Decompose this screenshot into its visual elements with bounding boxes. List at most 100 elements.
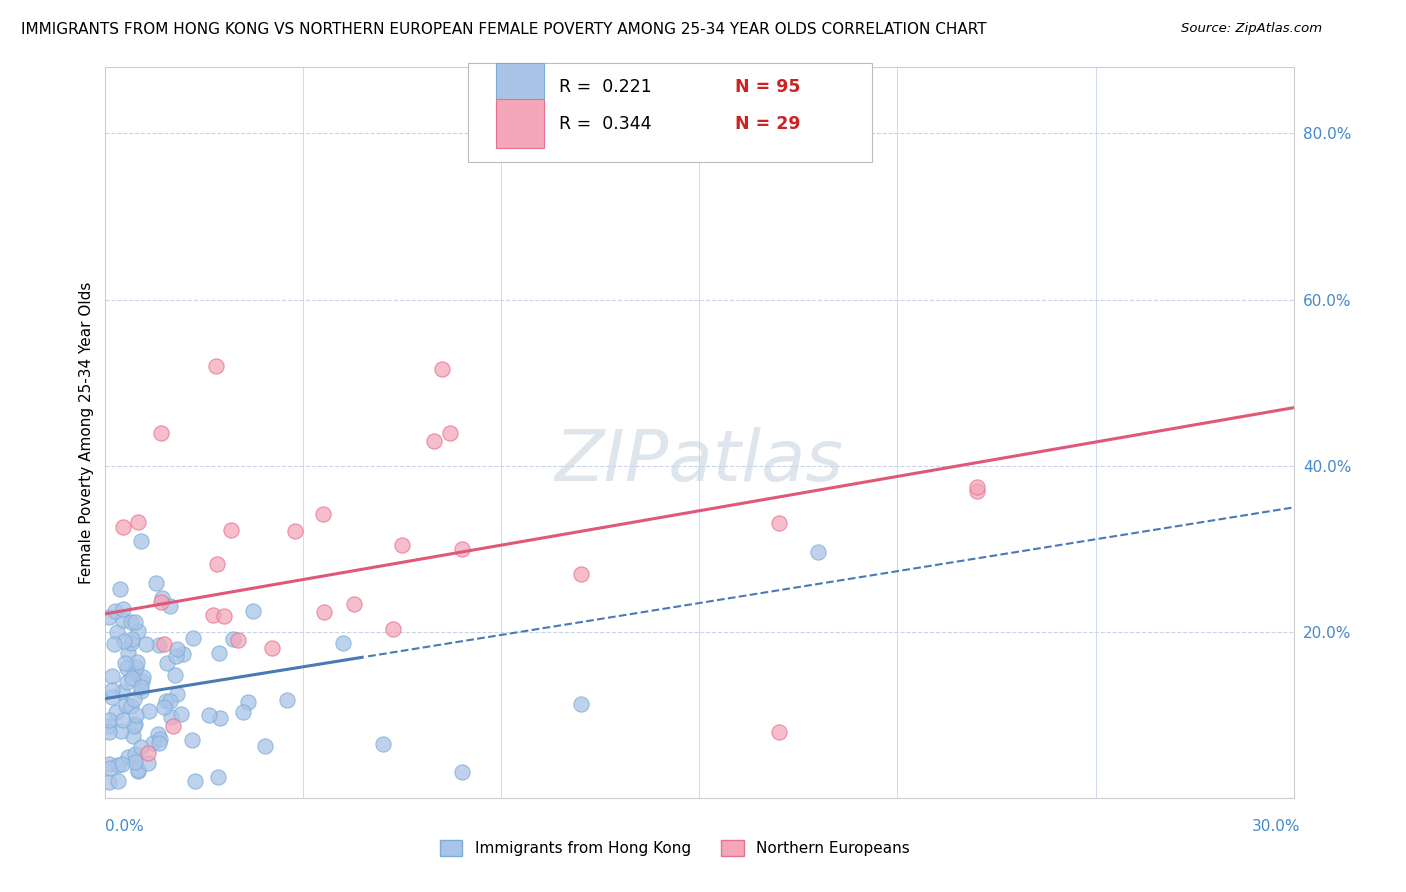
Point — [145, 576, 167, 591]
Point — [159, 599, 181, 613]
Point — [423, 434, 446, 448]
Text: R =  0.221: R = 0.221 — [560, 78, 652, 95]
Point — [122, 719, 145, 733]
Point — [966, 483, 988, 498]
Point — [98, 757, 121, 772]
Point — [149, 731, 172, 746]
Point — [125, 655, 148, 669]
FancyBboxPatch shape — [468, 63, 872, 162]
Point — [121, 632, 143, 646]
Point — [98, 774, 121, 789]
Point — [569, 566, 592, 581]
Point — [129, 739, 152, 754]
Point — [236, 695, 259, 709]
Point — [450, 541, 472, 556]
Point — [260, 641, 283, 656]
Point — [155, 694, 177, 708]
Point — [107, 757, 129, 772]
Point — [111, 756, 134, 771]
Point — [569, 697, 592, 711]
Point — [124, 747, 146, 761]
Point — [430, 362, 453, 376]
Point — [124, 755, 146, 769]
Point — [125, 659, 148, 673]
Point — [208, 711, 231, 725]
Point — [122, 729, 145, 743]
Text: N = 29: N = 29 — [735, 115, 800, 133]
Point — [98, 610, 121, 624]
Point — [768, 724, 790, 739]
Point — [149, 425, 172, 440]
Point — [232, 705, 254, 719]
Point — [101, 669, 124, 683]
Point — [439, 425, 461, 440]
Point — [242, 604, 264, 618]
Point — [221, 632, 243, 646]
Point — [129, 533, 152, 548]
Point — [181, 732, 204, 747]
Point — [172, 648, 194, 662]
Point — [124, 615, 146, 629]
Point — [807, 545, 830, 559]
Point — [105, 624, 128, 639]
Point — [110, 582, 132, 596]
Text: IMMIGRANTS FROM HONG KONG VS NORTHERN EUROPEAN FEMALE POVERTY AMONG 25-34 YEAR O: IMMIGRANTS FROM HONG KONG VS NORTHERN EU… — [21, 22, 987, 37]
Point — [153, 700, 176, 714]
Point — [120, 635, 142, 649]
Point — [181, 632, 204, 646]
Point — [371, 737, 394, 751]
Point — [122, 692, 145, 706]
Point — [166, 642, 188, 657]
Point — [146, 727, 169, 741]
Point — [131, 674, 153, 689]
Point — [138, 704, 160, 718]
Point — [159, 694, 181, 708]
Point — [153, 637, 176, 651]
Point — [201, 608, 224, 623]
Point — [276, 693, 298, 707]
FancyBboxPatch shape — [496, 62, 544, 112]
Point — [214, 608, 236, 623]
Point — [343, 598, 366, 612]
Point — [148, 736, 170, 750]
Point — [120, 698, 142, 713]
Point — [121, 671, 143, 685]
Point — [391, 537, 413, 551]
Text: Source: ZipAtlas.com: Source: ZipAtlas.com — [1181, 22, 1322, 36]
Point — [226, 633, 249, 648]
Text: N = 95: N = 95 — [735, 78, 800, 95]
Point — [122, 665, 145, 680]
Point — [98, 719, 121, 733]
Point — [163, 668, 186, 682]
Point — [117, 646, 139, 660]
Point — [208, 646, 231, 660]
Point — [107, 774, 129, 789]
Y-axis label: Female Poverty Among 25-34 Year Olds: Female Poverty Among 25-34 Year Olds — [79, 282, 94, 583]
Point — [198, 707, 221, 722]
Point — [253, 739, 276, 753]
FancyBboxPatch shape — [496, 99, 544, 148]
Point — [117, 750, 139, 764]
Point — [110, 723, 132, 738]
Point — [129, 681, 152, 695]
Point — [124, 716, 146, 731]
Point — [450, 765, 472, 780]
Point — [170, 706, 193, 721]
Legend: Immigrants from Hong Kong, Northern Europeans: Immigrants from Hong Kong, Northern Euro… — [433, 834, 917, 862]
Point — [219, 523, 242, 537]
Point — [132, 670, 155, 684]
Point — [150, 591, 173, 605]
Point — [135, 636, 157, 650]
Text: 30.0%: 30.0% — [1253, 820, 1301, 834]
Text: ZIPatlas: ZIPatlas — [555, 427, 844, 496]
Point — [112, 613, 135, 627]
Point — [114, 656, 136, 670]
Point — [312, 507, 335, 521]
Point — [165, 648, 187, 663]
Point — [966, 480, 988, 494]
Point — [768, 516, 790, 530]
Point — [111, 714, 134, 728]
Point — [120, 615, 142, 630]
Point — [207, 770, 229, 784]
Point — [98, 725, 121, 739]
